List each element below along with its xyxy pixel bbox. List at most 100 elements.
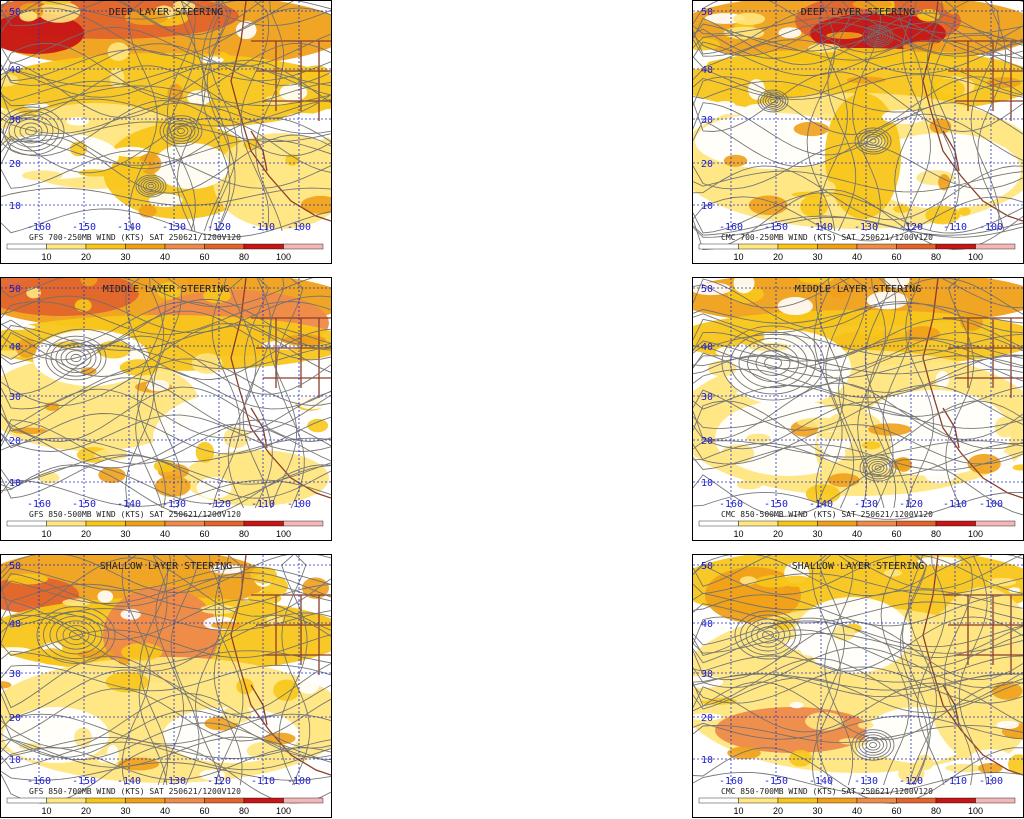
- latitude-label: 40: [9, 65, 21, 76]
- colorbar-segment: [243, 243, 284, 250]
- panel-caption: CMC 700-250MB WIND (KTS) SAT 250621/1200…: [721, 233, 933, 242]
- colorbar-label: 10: [733, 806, 743, 816]
- colorbar-segment: [283, 520, 324, 527]
- longitude-label: -100: [287, 776, 311, 787]
- longitude-label: -140: [809, 776, 833, 787]
- colorbar-segment: [738, 797, 779, 804]
- colorbar-segment: [6, 520, 47, 527]
- steering-map-svg: 50 40 30 20 10 -160 -150 -140 -130 -120 -110 -100 DE…: [1, 1, 331, 262]
- colorbar-segment: [6, 243, 47, 250]
- longitude-label: -120: [899, 499, 923, 510]
- colorbar-segment: [896, 797, 937, 804]
- colorbar-label: 10: [41, 529, 51, 539]
- colorbar-segment: [698, 520, 739, 527]
- colorbar-segment: [283, 797, 324, 804]
- latitude-label: 40: [701, 342, 713, 353]
- colorbar-segment: [46, 797, 87, 804]
- panel-caption: GFS 850-500MB WIND (KTS) SAT 250621/1200…: [29, 510, 241, 519]
- latitude-label: 10: [701, 755, 713, 766]
- colorbar-label: 60: [891, 252, 901, 262]
- steering-map-svg: 50 40 30 20 10 -160 -150 -140 -130 -120 -110 -100 SH…: [1, 555, 331, 816]
- colorbar-label: 10: [41, 806, 51, 816]
- colorbar-label: 30: [812, 806, 822, 816]
- wind-speed-colorbar: 10 20 30 40 60 80 100: [6, 520, 324, 539]
- colorbar-label: 60: [891, 806, 901, 816]
- longitude-label: -150: [72, 776, 96, 787]
- latitude-label: 10: [701, 201, 713, 212]
- longitude-label: -160: [27, 776, 51, 787]
- latitude-label: 40: [701, 619, 713, 630]
- latlon-grid: [1, 1, 331, 233]
- latitude-label: 20: [9, 713, 21, 724]
- panel-title: MIDDLE LAYER STEERING: [103, 284, 229, 295]
- longitude-label: -160: [27, 222, 51, 233]
- longitude-label: -100: [979, 499, 1003, 510]
- colorbar-segment: [204, 520, 245, 527]
- longitude-label: -100: [287, 222, 311, 233]
- colorbar-segment: [85, 243, 126, 250]
- map-panel-gfs-deep: 50 40 30 20 10 -160 -150 -140 -130 -120 -110 -100 DE…: [0, 0, 332, 264]
- panel-title: SHALLOW LAYER STEERING: [792, 561, 924, 572]
- latitude-label: 50: [701, 561, 713, 572]
- colorbar-label: 60: [199, 529, 209, 539]
- wind-speed-colorbar: 10 20 30 40 60 80 100: [698, 520, 1016, 539]
- colorbar-segment: [204, 797, 245, 804]
- colorbar-label: 100: [276, 806, 291, 816]
- longitude-label: -130: [854, 222, 878, 233]
- colorbar-segment: [856, 243, 897, 250]
- latitude-label: 40: [9, 342, 21, 353]
- colorbar-segment: [856, 520, 897, 527]
- colorbar-label: 30: [812, 529, 822, 539]
- longitude-label: -120: [207, 499, 231, 510]
- colorbar-segment: [243, 797, 284, 804]
- colorbar-label: 20: [81, 529, 91, 539]
- colorbar-label: 40: [852, 252, 862, 262]
- colorbar-label: 80: [931, 252, 941, 262]
- colorbar-label: 20: [773, 252, 783, 262]
- colorbar-label: 20: [81, 252, 91, 262]
- colorbar-segment: [975, 797, 1016, 804]
- latitude-label: 50: [9, 561, 21, 572]
- colorbar-segment: [46, 243, 87, 250]
- colorbar-segment: [125, 520, 166, 527]
- longitude-label: -130: [162, 222, 186, 233]
- longitude-label: -140: [809, 499, 833, 510]
- colorbar-segment: [738, 520, 779, 527]
- colorbar-segment: [85, 520, 126, 527]
- colorbar-label: 40: [160, 529, 170, 539]
- longitude-label: -140: [809, 222, 833, 233]
- colorbar-label: 30: [812, 252, 822, 262]
- colorbar-segment: [738, 243, 779, 250]
- longitude-label: -110: [251, 499, 275, 510]
- latitude-label: 10: [9, 478, 21, 489]
- latitude-label: 10: [9, 755, 21, 766]
- longitude-label: -110: [943, 499, 967, 510]
- longitude-label: -130: [854, 776, 878, 787]
- longitude-label: -110: [943, 776, 967, 787]
- colorbar-label: 100: [276, 252, 291, 262]
- longitude-label: -120: [899, 776, 923, 787]
- coastline-borders: [230, 278, 331, 499]
- latitude-label: 50: [701, 7, 713, 18]
- longitude-label: -140: [117, 776, 141, 787]
- longitude-label: -160: [719, 222, 743, 233]
- wind-speed-colorbar: 10 20 30 40 60 80 100: [698, 797, 1016, 816]
- colorbar-label: 80: [931, 806, 941, 816]
- latitude-label: 40: [9, 619, 21, 630]
- colorbar-segment: [935, 797, 976, 804]
- latitude-label: 30: [9, 392, 21, 403]
- colorbar-segment: [125, 797, 166, 804]
- longitude-label: -110: [251, 776, 275, 787]
- colorbar-segment: [777, 797, 818, 804]
- colorbar-segment: [856, 797, 897, 804]
- streamlines: [1, 278, 331, 517]
- wind-shading: [693, 555, 1023, 787]
- colorbar-label: 10: [733, 529, 743, 539]
- longitude-label: -120: [207, 222, 231, 233]
- colorbar-segment: [46, 520, 87, 527]
- colorbar-segment: [164, 520, 205, 527]
- colorbar-segment: [125, 243, 166, 250]
- longitude-label: -120: [899, 222, 923, 233]
- map-panel-cmc-shallow: 50 40 30 20 10 -160 -150 -140 -130 -120 -110 -100 SH…: [692, 554, 1024, 818]
- longitude-label: -160: [719, 499, 743, 510]
